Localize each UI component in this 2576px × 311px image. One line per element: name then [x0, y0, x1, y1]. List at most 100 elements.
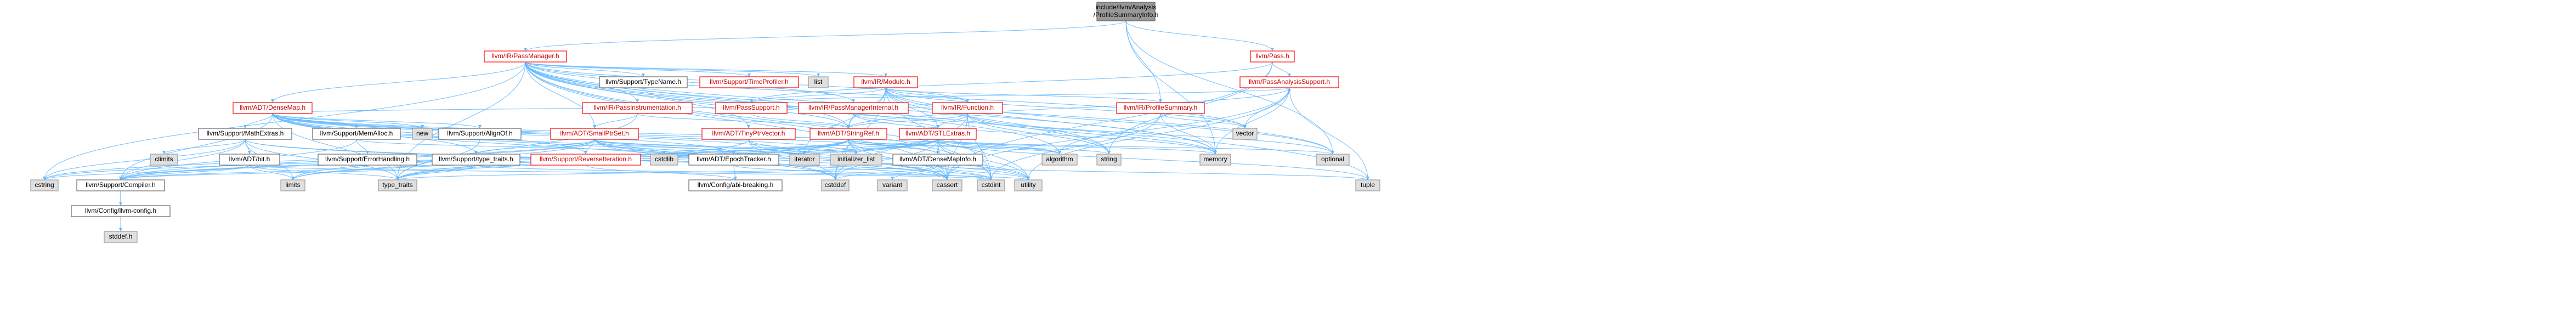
node-iterator[interactable]: iterator — [789, 154, 820, 166]
node-tinyptrvector-label: llvm/ADT/TinyPtrVector.h — [712, 129, 785, 137]
edge-passinstrumentation-to-stringref — [637, 113, 849, 129]
node-passmanager[interactable]: llvm/IR/PassManager.h — [484, 50, 567, 63]
node-tuple[interactable]: tuple — [1355, 179, 1380, 191]
node-mathextras[interactable]: llvm/Support/MathExtras.h — [198, 128, 292, 140]
node-typetraits[interactable]: llvm/Support/type_traits.h — [432, 154, 520, 166]
node-errorhandling-label: llvm/Support/ErrorHandling.h — [325, 155, 410, 163]
edge-arrowhead-stlextras-to-optional — [1331, 151, 1334, 154]
node-memalloc[interactable]: llvm/Support/MemAlloc.h — [312, 128, 401, 140]
edge-passmanagerinternal-to-stlextras — [853, 113, 938, 129]
node-reverseiteration[interactable]: llvm/Support/ReverseIteration.h — [530, 154, 641, 166]
edge-passmanager-to-passmanagerinternal — [525, 61, 854, 103]
node-llvmconfig[interactable]: llvm/Config/llvm-config.h — [71, 205, 171, 217]
edge-bit-to-type-traits — [249, 165, 398, 180]
node-profilesummary[interactable]: llvm/IR/ProfileSummary.h — [1116, 102, 1205, 114]
node-root[interactable]: include/llvm/Analysis /ProfileSummaryInf… — [1094, 2, 1159, 21]
node-variant[interactable]: variant — [877, 179, 908, 191]
edge-function-to-optional — [967, 113, 1333, 155]
node-densemapinfo-label: llvm/ADT/DenseMapInfo.h — [899, 155, 976, 163]
edge-arrowhead-passsupport-to-passanalysissupport — [1288, 88, 1291, 91]
node-passinstrumentation[interactable]: llvm/IR/PassInstrumentation.h — [582, 102, 693, 114]
node-stddef[interactable]: stddef.h — [104, 231, 138, 243]
node-module[interactable]: llvm/IR/Module.h — [853, 76, 918, 88]
edge-arrowhead-root-to-passmanager — [524, 48, 527, 51]
edge-stlextras-to-compiler — [120, 139, 938, 180]
edge-pass-to-passsupport — [751, 61, 1273, 103]
edge-arrowhead-stlextras-to-algorithm — [1058, 151, 1061, 154]
node-stlextras[interactable]: llvm/ADT/STLExtras.h — [899, 128, 977, 140]
node-bit[interactable]: llvm/ADT/bit.h — [219, 154, 280, 166]
node-utility[interactable]: utility — [1014, 179, 1043, 191]
node-function-label: llvm/IR/Function.h — [941, 104, 994, 111]
edge-arrowhead-passmanager-to-timeprofiler — [748, 73, 751, 77]
node-abibreaking[interactable]: llvm/Config/abi-breaking.h — [688, 179, 783, 191]
node-epochtracker-label: llvm/ADT/EpochTracker.h — [697, 155, 771, 163]
edge-densemap-to-type-traits — [272, 113, 398, 180]
node-cstdint[interactable]: cstdint — [977, 179, 1005, 191]
node-new[interactable]: new — [412, 128, 433, 140]
node-cstring[interactable]: cstring — [30, 179, 59, 191]
edge-module-to-memory — [885, 87, 1216, 155]
edge-densemap-to-cstddef — [272, 113, 836, 180]
node-optional[interactable]: optional — [1316, 154, 1350, 166]
node-passmanager-label: llvm/IR/PassManager.h — [491, 52, 559, 60]
edge-passmanager-to-module — [525, 61, 886, 77]
node-llvmconfig-label: llvm/Config/llvm-config.h — [85, 207, 156, 214]
node-type-traits-label: type_traits — [382, 181, 412, 189]
edge-passmanager-to-optional — [525, 61, 1333, 155]
node-memory[interactable]: memory — [1199, 154, 1231, 166]
edge-stlextras-to-cstdlib — [664, 139, 938, 155]
node-densemap[interactable]: llvm/ADT/DenseMap.h — [233, 102, 313, 114]
node-memalloc-label: llvm/Support/MemAlloc.h — [320, 129, 393, 137]
edge-module-to-vector — [885, 87, 1245, 129]
node-cstddef-label: cstddef — [825, 181, 846, 189]
node-errorhandling[interactable]: llvm/Support/ErrorHandling.h — [318, 154, 417, 166]
node-compiler[interactable]: llvm/Support/Compiler.h — [76, 179, 165, 191]
node-smallptrset-label: llvm/ADT/SmallPtrSet.h — [560, 129, 629, 137]
edge-stlextras-to-memory — [937, 139, 1216, 155]
node-climits[interactable]: climits — [150, 154, 178, 166]
edge-bit-to-compiler — [120, 165, 250, 180]
edge-arrowhead-pass-to-passanalysissupport — [1288, 73, 1291, 77]
edge-module-to-function — [885, 87, 968, 103]
node-vector[interactable]: vector — [1232, 128, 1258, 140]
node-limits-label: limits — [285, 181, 300, 189]
edge-arrowhead-densemap-to-mathextras — [244, 125, 247, 128]
node-pass[interactable]: llvm/Pass.h — [1250, 50, 1295, 63]
edge-passmanager-to-smallptrset — [525, 61, 595, 129]
node-passanalysissupport[interactable]: llvm/PassAnalysisSupport.h — [1239, 76, 1339, 88]
node-initializer-list[interactable]: initializer_list — [830, 154, 882, 166]
node-cstddef[interactable]: cstddef — [821, 179, 850, 191]
node-variant-label: variant — [882, 181, 903, 189]
node-alignof[interactable]: llvm/Support/AlignOf.h — [438, 128, 522, 140]
edge-epochtracker-to-cstdint — [733, 165, 992, 180]
node-cassert[interactable]: cassert — [932, 179, 963, 191]
edge-passanalysissupport-to-vector — [1244, 87, 1290, 129]
edge-module-to-string — [885, 87, 1109, 155]
node-tinyptrvector[interactable]: llvm/ADT/TinyPtrVector.h — [701, 128, 796, 140]
node-passmanagerinternal[interactable]: llvm/IR/PassManagerInternal.h — [798, 102, 909, 114]
node-densemap-label: llvm/ADT/DenseMap.h — [240, 104, 305, 111]
node-passsupport[interactable]: llvm/PassSupport.h — [715, 102, 788, 114]
node-stringref[interactable]: llvm/ADT/StringRef.h — [809, 128, 887, 140]
node-smallptrset[interactable]: llvm/ADT/SmallPtrSet.h — [550, 128, 639, 140]
edge-arrowhead-function-to-stringref — [847, 125, 850, 128]
node-timeprofiler[interactable]: llvm/Support/TimeProfiler.h — [699, 76, 799, 88]
node-algorithm[interactable]: algorithm — [1041, 154, 1078, 166]
node-list[interactable]: list — [808, 76, 829, 88]
node-cstdlib[interactable]: cstdlib — [650, 154, 678, 166]
node-limits[interactable]: limits — [280, 179, 305, 191]
edge-passanalysissupport-to-tuple — [1289, 87, 1368, 180]
node-densemapinfo[interactable]: llvm/ADT/DenseMapInfo.h — [892, 154, 983, 166]
edge-root-to-memory — [1125, 20, 1216, 155]
edge-smallptrset-to-iterator — [594, 139, 805, 155]
edge-arrowhead-passmanager-to-typename — [642, 73, 645, 77]
edge-mathextras-to-climits — [163, 139, 246, 155]
node-function[interactable]: llvm/IR/Function.h — [932, 102, 1003, 114]
edge-arrowhead-bit-to-cstring — [43, 177, 46, 180]
node-epochtracker[interactable]: llvm/ADT/EpochTracker.h — [688, 154, 779, 166]
node-string[interactable]: string — [1096, 154, 1122, 166]
node-list-label: list — [814, 78, 823, 86]
node-type-traits[interactable]: type_traits — [378, 179, 417, 191]
node-typename[interactable]: llvm/Support/TypeName.h — [599, 76, 688, 88]
